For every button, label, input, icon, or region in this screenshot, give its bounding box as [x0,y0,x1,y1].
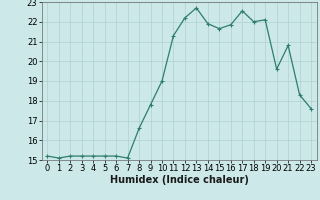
X-axis label: Humidex (Indice chaleur): Humidex (Indice chaleur) [110,175,249,185]
